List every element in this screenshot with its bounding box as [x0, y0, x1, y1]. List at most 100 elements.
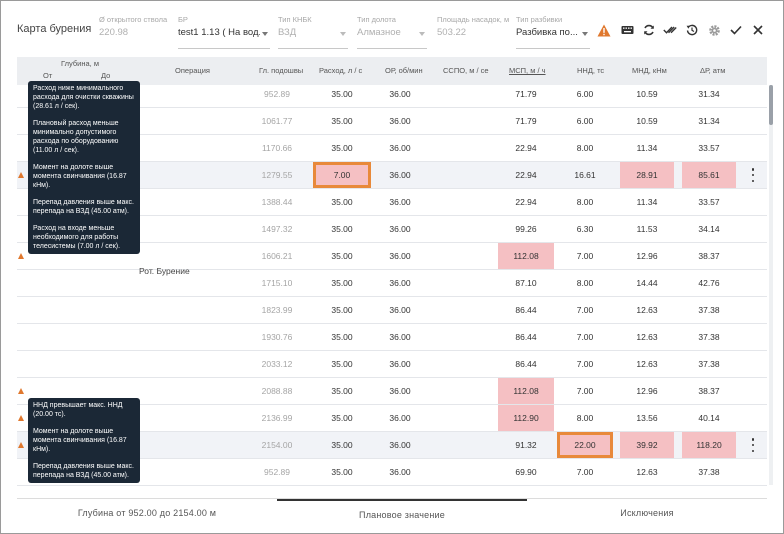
mnd-cell[interactable]: 12.63	[636, 359, 658, 369]
warning-icon[interactable]	[18, 415, 24, 421]
mnd-cell[interactable]: 11.34	[636, 197, 658, 207]
mnd-cell[interactable]: 13.56	[636, 413, 658, 423]
depth-cell[interactable]: 2088.88	[261, 386, 293, 396]
nnd-cell[interactable]: 6.00	[576, 89, 594, 99]
flow-cell[interactable]: 35.00	[331, 116, 353, 126]
depth-from-header[interactable]: От	[43, 71, 53, 80]
msp-cell[interactable]: 22.94	[515, 197, 537, 207]
table-row[interactable]: 1388.44 35.00 36.00 22.94 8.00 11.34 33.57	[17, 189, 767, 216]
mnd-cell[interactable]: 28.91	[620, 162, 674, 188]
keyboard-icon[interactable]	[619, 22, 635, 38]
msp-cell[interactable]: 112.90	[498, 405, 554, 431]
rpm-cell[interactable]: 36.00	[389, 305, 411, 315]
dp-cell[interactable]: 38.37	[698, 251, 720, 261]
msp-cell[interactable]: 22.94	[515, 170, 537, 180]
depth-cell[interactable]: 2033.12	[261, 359, 293, 369]
table-row[interactable]: 2088.88 35.00 36.00 112.08 7.00 12.96 38.37	[17, 378, 767, 405]
nnd-cell[interactable]: 7.00	[576, 251, 594, 261]
rpm-cell[interactable]: 36.00	[389, 278, 411, 288]
depth-cell[interactable]: 952.89	[264, 89, 290, 99]
bottom-depth-header[interactable]: Гл. подошвы	[259, 66, 304, 75]
flow-cell[interactable]: 35.00	[331, 359, 353, 369]
flow-cell[interactable]: 35.00	[331, 89, 353, 99]
rpm-cell[interactable]: 36.00	[389, 170, 411, 180]
mnd-cell[interactable]: 10.59	[636, 116, 658, 126]
nnd-cell[interactable]: 22.00	[557, 432, 613, 458]
scrollbar-thumb[interactable]	[769, 85, 773, 125]
check-icon[interactable]	[728, 22, 744, 38]
mnd-cell[interactable]: 10.59	[636, 89, 658, 99]
flow-cell[interactable]: 35.00	[331, 413, 353, 423]
rpm-cell[interactable]: 36.00	[389, 332, 411, 342]
rpm-cell[interactable]: 36.00	[389, 116, 411, 126]
table-row[interactable]: 1279.55 7.00 36.00 22.94 16.61 28.91 85.61	[17, 162, 767, 189]
flow-cell[interactable]: 35.00	[331, 251, 353, 261]
operation-header[interactable]: Операция	[175, 66, 210, 75]
double-check-icon[interactable]	[662, 22, 678, 38]
rpm-cell[interactable]: 36.00	[389, 413, 411, 423]
dp-cell[interactable]: 37.38	[698, 305, 720, 315]
mnd-cell[interactable]: 12.96	[636, 386, 658, 396]
dp-cell[interactable]: 85.61	[682, 162, 736, 188]
bit-type-select[interactable]: Тип долота Алмазное	[357, 15, 427, 51]
table-row[interactable]: 1606.21 35.00 36.00 112.08 7.00 12.96 38.37	[17, 243, 767, 270]
nnd-cell[interactable]: 8.00	[576, 197, 594, 207]
mnd-cell[interactable]: 12.63	[636, 467, 658, 477]
mnd-cell[interactable]: 11.34	[636, 143, 658, 153]
flow-cell[interactable]: 35.00	[331, 305, 353, 315]
flow-cell[interactable]: 35.00	[331, 224, 353, 234]
nnd-cell[interactable]: 7.00	[576, 386, 594, 396]
table-row[interactable]: 1170.66 35.00 36.00 22.94 8.00 11.34 33.57	[17, 135, 767, 162]
br-select[interactable]: БР test1 1.13 ( На вод...	[178, 15, 270, 51]
nnd-cell[interactable]: 8.00	[576, 413, 594, 423]
rpm-cell[interactable]: 36.00	[389, 89, 411, 99]
flow-header[interactable]: Расход, л / с	[319, 66, 363, 75]
depth-cell[interactable]: 1715.10	[261, 278, 293, 288]
dp-cell[interactable]: 33.57	[698, 197, 720, 207]
msp-cell[interactable]: 71.79	[515, 89, 537, 99]
dp-cell[interactable]: 37.38	[698, 359, 720, 369]
breakdown-type-select[interactable]: Тип разбивки Разбивка по...	[516, 15, 590, 51]
mnd-cell[interactable]: 12.63	[636, 332, 658, 342]
mnd-cell[interactable]: 12.63	[636, 305, 658, 315]
warning-icon[interactable]	[18, 442, 24, 448]
msp-cell[interactable]: 99.26	[515, 224, 537, 234]
flow-cell[interactable]: 35.00	[331, 386, 353, 396]
dp-cell[interactable]: 33.57	[698, 143, 720, 153]
mnd-cell[interactable]: 12.96	[636, 251, 658, 261]
flow-cell[interactable]: 35.00	[331, 440, 353, 450]
nnd-cell[interactable]: 8.00	[576, 278, 594, 288]
table-row[interactable]: 1930.76 35.00 36.00 86.44 7.00 12.63 37.38	[17, 324, 767, 351]
flow-cell[interactable]: 35.00	[331, 197, 353, 207]
rpm-cell[interactable]: 36.00	[389, 440, 411, 450]
rpm-cell[interactable]: 36.00	[389, 224, 411, 234]
depth-cell[interactable]: 1823.99	[261, 305, 293, 315]
table-row[interactable]: 2154.00 35.00 36.00 91.32 22.00 39.92 118.20	[17, 432, 767, 459]
rpm-cell[interactable]: 36.00	[389, 197, 411, 207]
rpm-header[interactable]: ОР, об/мин	[385, 66, 423, 75]
sspo-header[interactable]: ССПО, м / се	[443, 66, 489, 75]
msp-cell[interactable]: 86.44	[515, 305, 537, 315]
dp-cell[interactable]: 34.14	[698, 224, 720, 234]
depth-cell[interactable]: 1170.66	[261, 143, 293, 153]
table-row[interactable]: 1497.32 35.00 36.00 99.26 6.30 11.53 34.14	[17, 216, 767, 243]
more-options-icon[interactable]	[750, 168, 756, 182]
msp-cell[interactable]: 86.44	[515, 359, 537, 369]
tab-depth-range[interactable]: Глубина от 952.00 до 2154.00 м	[77, 508, 217, 518]
flow-cell[interactable]: 35.00	[331, 467, 353, 477]
table-row[interactable]: 952.89 35.00 36.00 69.90 7.00 12.63 37.38	[17, 459, 767, 486]
table-row[interactable]: 1823.99 35.00 36.00 86.44 7.00 12.63 37.38	[17, 297, 767, 324]
table-row[interactable]: 952.89 35.00 36.00 71.79 6.00 10.59 31.34	[17, 81, 767, 108]
msp-cell[interactable]: 22.94	[515, 143, 537, 153]
nnd-cell[interactable]: 7.00	[576, 359, 594, 369]
flow-cell[interactable]: 35.00	[331, 332, 353, 342]
depth-cell[interactable]: 1388.44	[261, 197, 293, 207]
warning-icon[interactable]	[596, 22, 612, 38]
depth-cell[interactable]: 1497.32	[261, 224, 293, 234]
nnd-header[interactable]: ННД, тс	[577, 66, 605, 75]
warning-icon[interactable]	[18, 388, 24, 394]
close-icon[interactable]	[750, 22, 766, 38]
nnd-cell[interactable]: 7.00	[576, 332, 594, 342]
table-row[interactable]: 1715.10 35.00 36.00 87.10 8.00 14.44 42.76	[17, 270, 767, 297]
rpm-cell[interactable]: 36.00	[389, 143, 411, 153]
